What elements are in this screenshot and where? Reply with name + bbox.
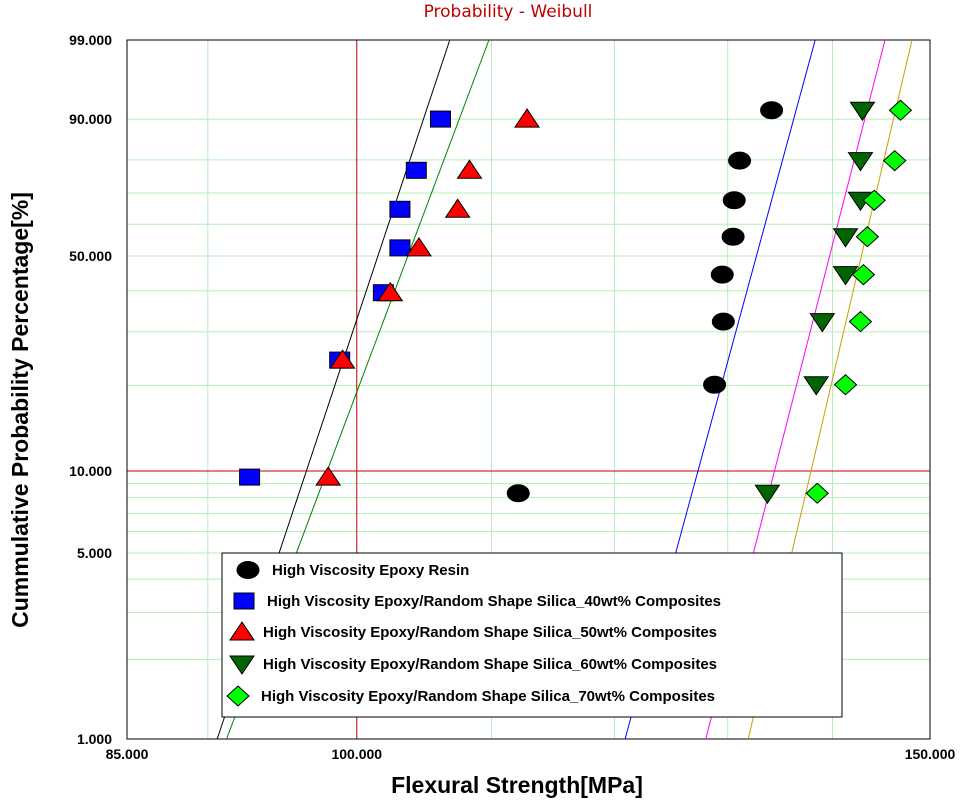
data-point-series-3 <box>329 349 356 369</box>
data-point-series-3 <box>514 108 540 128</box>
x-tick-label: 100.000 <box>331 746 382 762</box>
data-point-series-1 <box>710 265 734 284</box>
data-markers <box>239 99 913 505</box>
data-point-series-3 <box>444 198 471 218</box>
data-point-series-1 <box>721 227 745 246</box>
y-tick-labels: 99.000 90.000 50.000 10.000 5.000 1.000 <box>69 32 112 747</box>
data-point-series-2 <box>389 200 411 218</box>
data-point-series-5 <box>805 482 829 504</box>
y-tick-label: 50.000 <box>69 248 112 264</box>
legend-marker-series-2 <box>233 592 255 610</box>
data-point-series-5 <box>888 99 913 121</box>
legend-marker-series-3 <box>229 621 255 641</box>
legend-label-series-1: High Viscosity Epoxy Resin <box>272 562 469 579</box>
data-point-series-4 <box>809 313 836 333</box>
data-point-series-1 <box>728 151 752 170</box>
y-tick-label: 1.000 <box>77 731 112 747</box>
data-point-series-5 <box>851 263 876 286</box>
data-point-series-3 <box>315 466 342 486</box>
data-point-series-3 <box>456 159 483 179</box>
y-tick-label: 10.000 <box>69 463 112 479</box>
legend-label-series-5: High Viscosity Epoxy/Random Shape Silica… <box>261 688 715 705</box>
legend-label-series-3: High Viscosity Epoxy/Random Shape Silica… <box>263 624 717 641</box>
legend-box <box>221 552 843 718</box>
x-tick-label: 150.000 <box>905 746 956 762</box>
y-tick-label: 99.000 <box>69 32 112 48</box>
data-point-series-4 <box>832 266 859 286</box>
chart-title: Probability - Weibull <box>424 2 593 22</box>
data-point-series-4 <box>847 152 874 172</box>
data-point-series-4 <box>754 484 781 505</box>
data-point-series-1 <box>760 101 784 120</box>
y-tick-label: 5.000 <box>77 545 112 561</box>
legend-label-series-2: High Viscosity Epoxy/Random Shape Silica… <box>267 593 721 610</box>
data-point-series-4 <box>849 101 876 122</box>
x-tick-labels: 85.000 100.000 150.000 <box>106 746 956 762</box>
x-axis-title: Flexural Strength[MPa] <box>391 772 643 798</box>
data-point-series-1 <box>703 375 727 394</box>
data-point-series-3 <box>406 236 432 257</box>
plot-frame <box>126 39 931 740</box>
data-point-series-2 <box>429 110 451 128</box>
legend-marker-series-5 <box>226 685 250 707</box>
data-point-series-2 <box>239 468 261 486</box>
data-point-series-1 <box>506 484 530 503</box>
x-tick-label: 85.000 <box>106 746 149 762</box>
y-axis-title: Cummulative Probability Percentage[%] <box>7 192 33 628</box>
data-point-series-3 <box>377 281 404 302</box>
legend-marker-series-4 <box>229 655 255 675</box>
data-point-series-2 <box>405 161 427 179</box>
legend-marker-series-1 <box>236 561 260 579</box>
data-point-series-5 <box>848 310 873 333</box>
data-point-series-5 <box>833 374 858 396</box>
data-point-series-4 <box>803 376 830 396</box>
data-point-series-5 <box>882 149 907 172</box>
legend: High Viscosity Epoxy Resin High Viscosity… <box>221 552 843 718</box>
data-point-series-2 <box>389 239 411 257</box>
y-tick-label: 90.000 <box>69 111 112 127</box>
data-point-series-1 <box>722 191 746 210</box>
data-point-series-4 <box>832 228 859 248</box>
data-point-series-1 <box>711 312 735 331</box>
legend-label-series-4: High Viscosity Epoxy/Random Shape Silica… <box>263 656 717 673</box>
data-point-series-5 <box>855 226 880 248</box>
data-point-series-5 <box>862 189 886 211</box>
